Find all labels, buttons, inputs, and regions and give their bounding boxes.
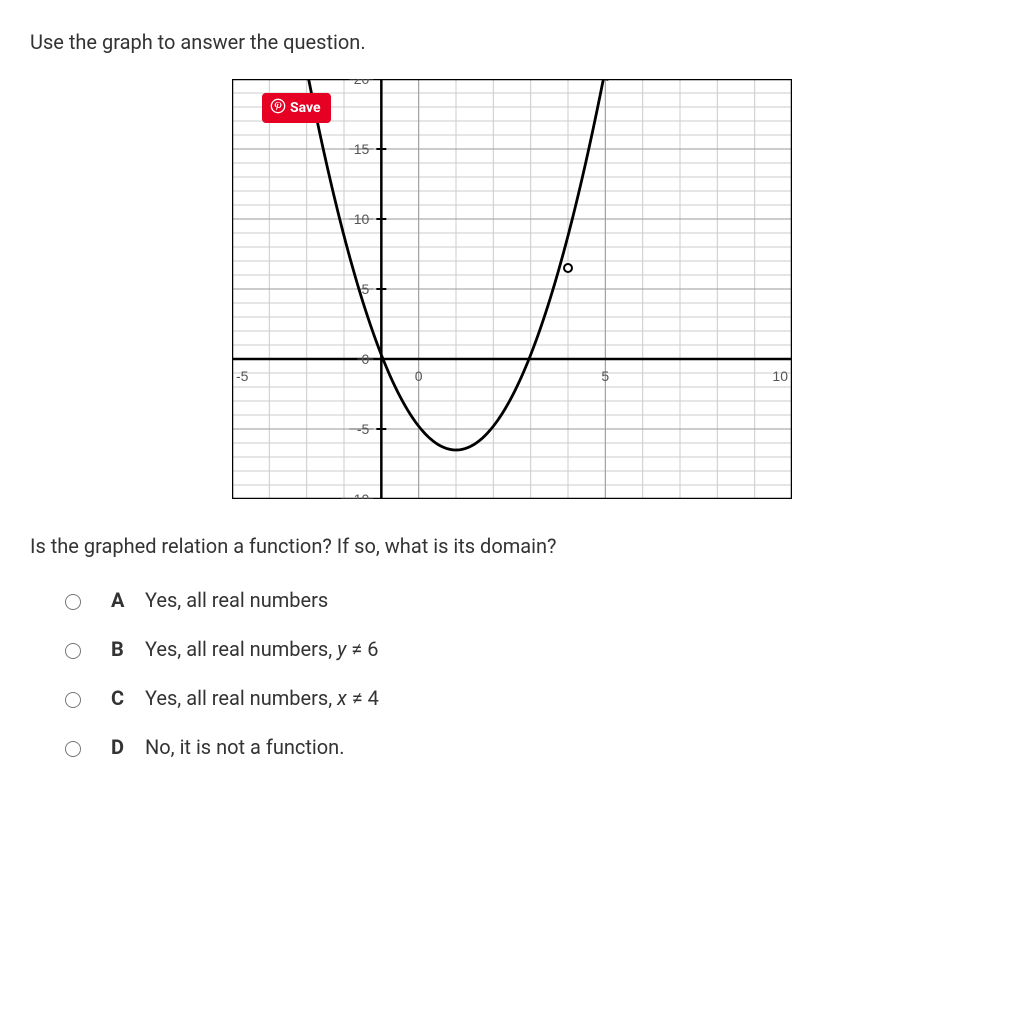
svg-text:-5: -5 (236, 368, 249, 384)
answer-option-b[interactable]: B Yes, all real numbers, y ≠ 6 (60, 637, 994, 661)
answer-text: No, it is not a function. (145, 735, 345, 759)
pinterest-icon (270, 98, 286, 118)
svg-text:-10: -10 (349, 491, 369, 499)
save-button-label: Save (290, 100, 321, 116)
svg-text:10: 10 (772, 368, 788, 384)
graph-container: Save -10-505101520-50510 (30, 79, 994, 499)
answer-list: A Yes, all real numbers B Yes, all real num… (30, 588, 994, 759)
svg-text:0: 0 (415, 368, 423, 384)
question-prompt: Use the graph to answer the question. (30, 30, 994, 54)
answer-radio-d[interactable] (65, 741, 81, 757)
answer-text: Yes, all real numbers, x ≠ 4 (145, 686, 379, 710)
answer-option-d[interactable]: D No, it is not a function. (60, 735, 994, 759)
answer-letter: D (111, 735, 127, 759)
answer-radio-b[interactable] (65, 643, 81, 659)
parabola-graph: -10-505101520-50510 (232, 79, 792, 499)
answer-letter: C (111, 686, 127, 710)
sub-question: Is the graphed relation a function? If s… (30, 534, 994, 558)
answer-letter: A (111, 588, 127, 612)
svg-text:5: 5 (601, 368, 609, 384)
answer-radio-a[interactable] (65, 594, 81, 610)
answer-text: Yes, all real numbers, y ≠ 6 (145, 637, 378, 661)
graph-box: Save -10-505101520-50510 (232, 79, 792, 499)
answer-option-c[interactable]: C Yes, all real numbers, x ≠ 4 (60, 686, 994, 710)
answer-text: Yes, all real numbers (145, 588, 328, 612)
svg-text:20: 20 (354, 79, 370, 87)
pinterest-save-button[interactable]: Save (262, 93, 331, 123)
answer-letter: B (111, 637, 127, 661)
answer-radio-c[interactable] (65, 692, 81, 708)
answer-option-a[interactable]: A Yes, all real numbers (60, 588, 994, 612)
